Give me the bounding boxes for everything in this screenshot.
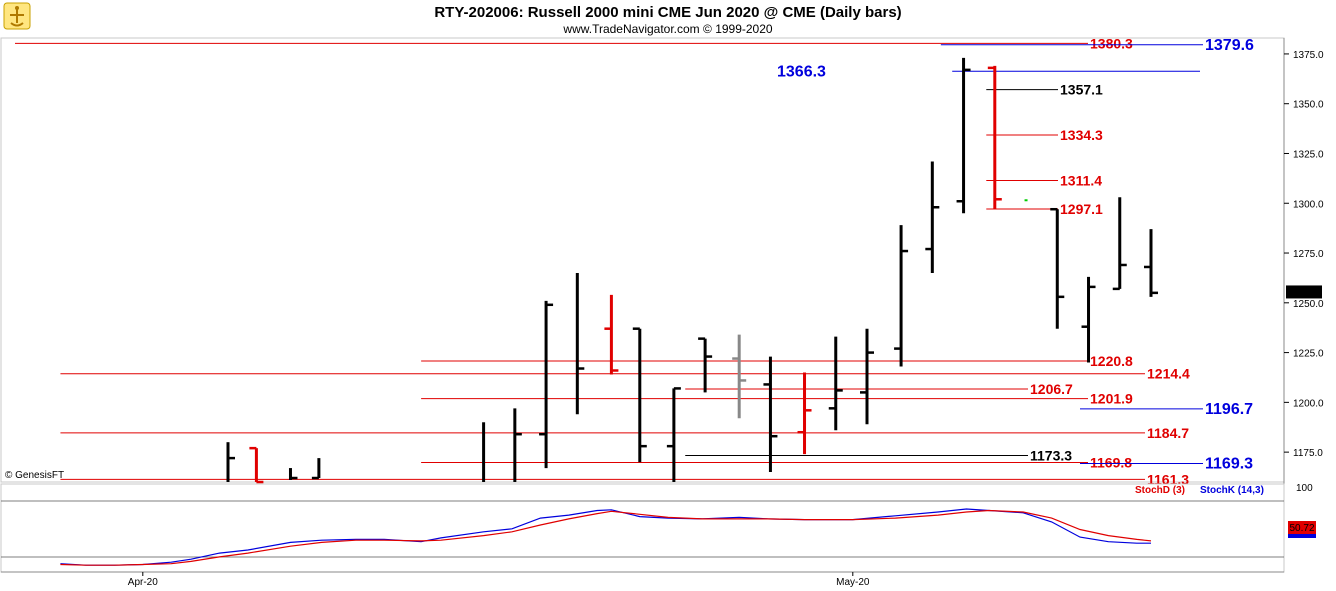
ohlc-bar [894,225,909,367]
ohlc-bar [956,57,971,214]
level-label: 1196.7 [1205,401,1253,418]
x-axis: Apr-20 May-20 [128,572,870,588]
ohlc-bar [1081,276,1096,363]
ohlc-bar [732,334,747,419]
ohlc-bar [860,328,874,425]
level-label: 1206.7 [1030,381,1073,397]
ohlc-bar [666,387,681,482]
ohlc-bar [288,468,298,481]
price-tick-label: 1375.0 [1293,50,1324,61]
price-bars [226,57,1158,484]
last-price-label: 1255.2 [1289,287,1320,298]
price-tick-label: 1350.0 [1293,100,1324,111]
watermark: © GenesisFT [5,470,64,481]
chart-title: RTY-202006: Russell 2000 mini CME Jun 20… [434,4,901,21]
price-tick-label: 1175.0 [1293,448,1323,459]
ohlc-bar [1050,207,1065,329]
level-label: 1357.1 [1060,82,1103,98]
level-label: 1169.8 [1090,454,1132,470]
ohlc-bar [797,372,812,455]
x-tick-label: Apr-20 [128,577,158,588]
level-label: 1201.9 [1090,391,1133,407]
level-label: 1220.8 [1090,353,1133,369]
chart-subtitle: www.TradeNavigator.com © 1999-2020 [562,22,772,36]
ohlc-bar [763,356,778,473]
ohlc-bar [828,336,843,431]
ohlc-bar [513,408,522,482]
stochK-legend: StochK (14,3) [1200,485,1264,496]
price-tick-label: 1300.0 [1293,199,1324,210]
last-price-marker: 1255.2 [1286,285,1322,299]
level-label: 1366.3 [777,63,826,80]
ohlc-bar [1112,197,1127,291]
stoch-last-label: 50.72 [1289,523,1314,534]
price-tick-label: 1275.0 [1293,249,1324,260]
stochD-line [60,509,1152,566]
ohlc-bar [632,327,647,463]
trade-navigator-logo-icon[interactable] [3,2,31,30]
level-label: 1334.3 [1060,127,1103,143]
price-axis: 1175.0 1200.0 1225.0 1250.0 1275.0 1300.0 1325… [1284,50,1324,459]
ohlc-bar [925,161,940,273]
ohlc-bar [987,65,1002,210]
ohlc-bar [698,337,713,393]
price-tick-label: 1325.0 [1293,149,1324,160]
stoch-top-label: 100 [1296,483,1313,494]
price-tick-label: 1200.0 [1293,398,1324,409]
level-label: 1214.4 [1147,366,1190,382]
level-label: 1169.3 [1205,455,1253,472]
level-label: 1161.3 [1147,471,1189,487]
ohlc-bar [1144,229,1158,297]
stoch-last-marker: 50.72 [1288,521,1316,538]
price-tick-label: 1225.0 [1293,349,1324,360]
price-tick-label: 1250.0 [1293,299,1324,310]
ohlc-bar [604,294,619,375]
x-tick-label: May-20 [836,577,870,588]
stochD-legend: StochD (3) [1135,485,1185,496]
level-label: 1297.1 [1060,201,1103,217]
ohlc-bar [311,458,321,480]
ohlc-bar [575,272,585,415]
ohlc-bar [249,446,264,484]
ohlc-bar [539,300,554,469]
level-label: 1184.7 [1147,425,1189,441]
level-label: 1173.3 [1030,448,1072,464]
level-label: 1380.3 [1090,35,1133,51]
ohlc-bar [226,442,235,482]
level-label: 1311.4 [1060,173,1102,189]
level-label: 1379.6 [1205,37,1254,54]
